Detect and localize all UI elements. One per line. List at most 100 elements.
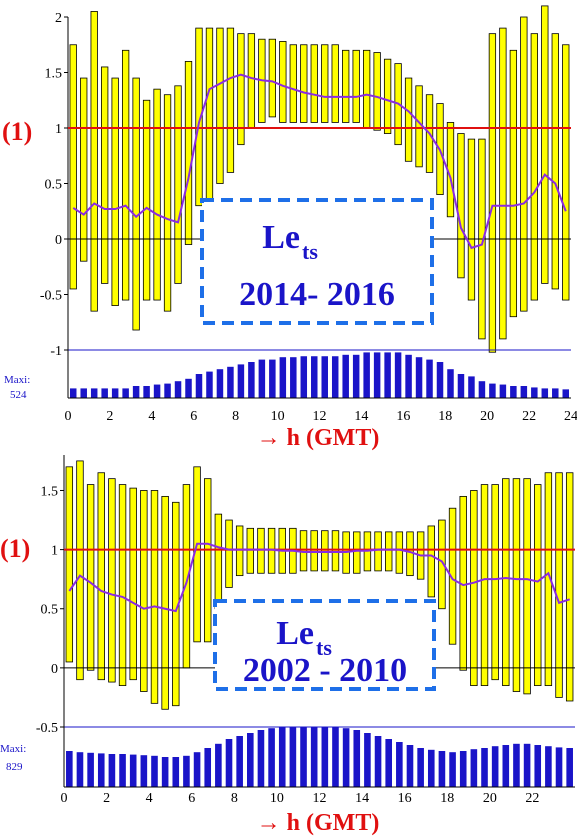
count-bar <box>384 352 391 398</box>
count-bar <box>69 388 77 398</box>
maxi-label: Maxi: <box>0 743 26 755</box>
range-bar <box>395 531 404 574</box>
count-bar <box>204 748 212 787</box>
range-bar <box>488 33 497 353</box>
count-bar <box>373 352 381 398</box>
range-bar <box>65 466 74 663</box>
legend-box: Le ts 2014- 2016 <box>200 198 434 325</box>
count-bar <box>353 730 361 787</box>
x-tick-label: 0 <box>61 791 68 806</box>
range-bar <box>279 41 287 123</box>
count-bar <box>97 753 105 787</box>
x-axis-label: → h (GMT) <box>257 810 380 836</box>
range-bar <box>562 44 570 301</box>
count-bars <box>69 352 570 398</box>
mean-line <box>68 542 570 613</box>
count-bar <box>153 384 161 398</box>
range-bar <box>111 77 119 307</box>
x-tick-label: 24 <box>564 409 577 424</box>
x-tick-label: 14 <box>354 409 368 424</box>
range-bar <box>342 49 350 123</box>
range-bar <box>76 460 84 681</box>
range-bar <box>352 49 360 123</box>
count-bar <box>195 374 203 398</box>
x-tick-label: 18 <box>438 409 452 424</box>
count-bar <box>248 362 255 398</box>
count-bar <box>289 727 297 787</box>
x-tick-label: 10 <box>270 791 284 806</box>
count-bar <box>374 736 382 787</box>
range-bar <box>289 44 297 123</box>
count-bar <box>405 354 412 398</box>
y-tick-label: 1.5 <box>45 67 63 82</box>
y-tick-label: -0.5 <box>40 289 62 304</box>
range-bar <box>544 472 553 687</box>
count-bar <box>364 733 371 787</box>
tick-labels: -0.5 0 0.5 1 1.5 0 2 4 6 8 10 12 14 16 18 20 22 <box>36 484 540 806</box>
count-bar <box>132 386 140 398</box>
count-bar <box>80 388 87 398</box>
count-bar <box>161 757 169 787</box>
range-bar <box>257 527 265 574</box>
range-bar <box>214 513 223 610</box>
count-bar <box>385 739 392 787</box>
count-bar <box>457 374 465 398</box>
count-bar <box>193 752 201 787</box>
range-bar <box>132 77 140 331</box>
annotation-label: (1) <box>0 534 30 563</box>
count-bar <box>76 752 84 787</box>
tick-labels: -1-0.500.511.520 2 4 6 8 10 12 14 16 18 20 22 24 <box>40 11 577 424</box>
y-tick-label: 1 <box>55 122 62 137</box>
count-bar <box>237 364 245 398</box>
y-tick-label: 0 <box>51 662 58 677</box>
x-tick-label: 14 <box>355 791 369 806</box>
range-bar <box>121 49 130 301</box>
count-bar <box>566 748 573 787</box>
count-bar <box>481 748 488 787</box>
count-bar <box>225 739 233 787</box>
range-bar <box>530 33 538 301</box>
mean-line <box>72 73 567 250</box>
count-bar <box>510 386 517 398</box>
x-tick-label: 4 <box>148 409 155 424</box>
y-tick-label: 0 <box>55 233 62 248</box>
range-bar <box>300 44 308 123</box>
range-bar <box>457 133 465 279</box>
range-bar <box>246 527 255 574</box>
count-bar <box>216 369 224 398</box>
range-bar <box>555 472 563 698</box>
box-years: 2002 - 2010 <box>243 652 407 689</box>
box-title: Le <box>262 219 300 256</box>
range-bar <box>404 77 413 162</box>
annotation-label: (1) <box>2 117 32 146</box>
count-bar <box>268 728 275 787</box>
x-tick-label: 0 <box>65 409 72 424</box>
x-tick-label: 8 <box>231 791 238 806</box>
count-bar <box>541 388 549 398</box>
range-bar <box>225 519 233 588</box>
count-bar <box>311 356 318 398</box>
x-tick-label: 22 <box>522 409 536 424</box>
count-bar <box>436 362 444 398</box>
x-tick-label: 16 <box>398 791 412 806</box>
count-bar <box>310 727 318 787</box>
count-bar <box>257 730 265 787</box>
x-tick-label: 20 <box>480 409 494 424</box>
x-tick-label: 12 <box>313 409 327 424</box>
count-bar <box>502 745 510 787</box>
count-bars <box>66 727 573 787</box>
range-bar <box>374 531 382 572</box>
count-bar <box>459 751 467 787</box>
count-bar <box>108 754 116 787</box>
mean-series <box>68 542 570 613</box>
range-bar <box>470 490 478 687</box>
range-bar <box>415 85 423 168</box>
range-bar <box>129 487 137 681</box>
count-bar <box>300 356 308 398</box>
x-tick-label: 4 <box>146 791 153 806</box>
count-bar <box>406 745 414 787</box>
range-bar <box>373 52 381 131</box>
count-bar <box>164 383 171 398</box>
x-tick-label: 6 <box>188 791 195 806</box>
maxi-value: 524 <box>10 389 27 401</box>
